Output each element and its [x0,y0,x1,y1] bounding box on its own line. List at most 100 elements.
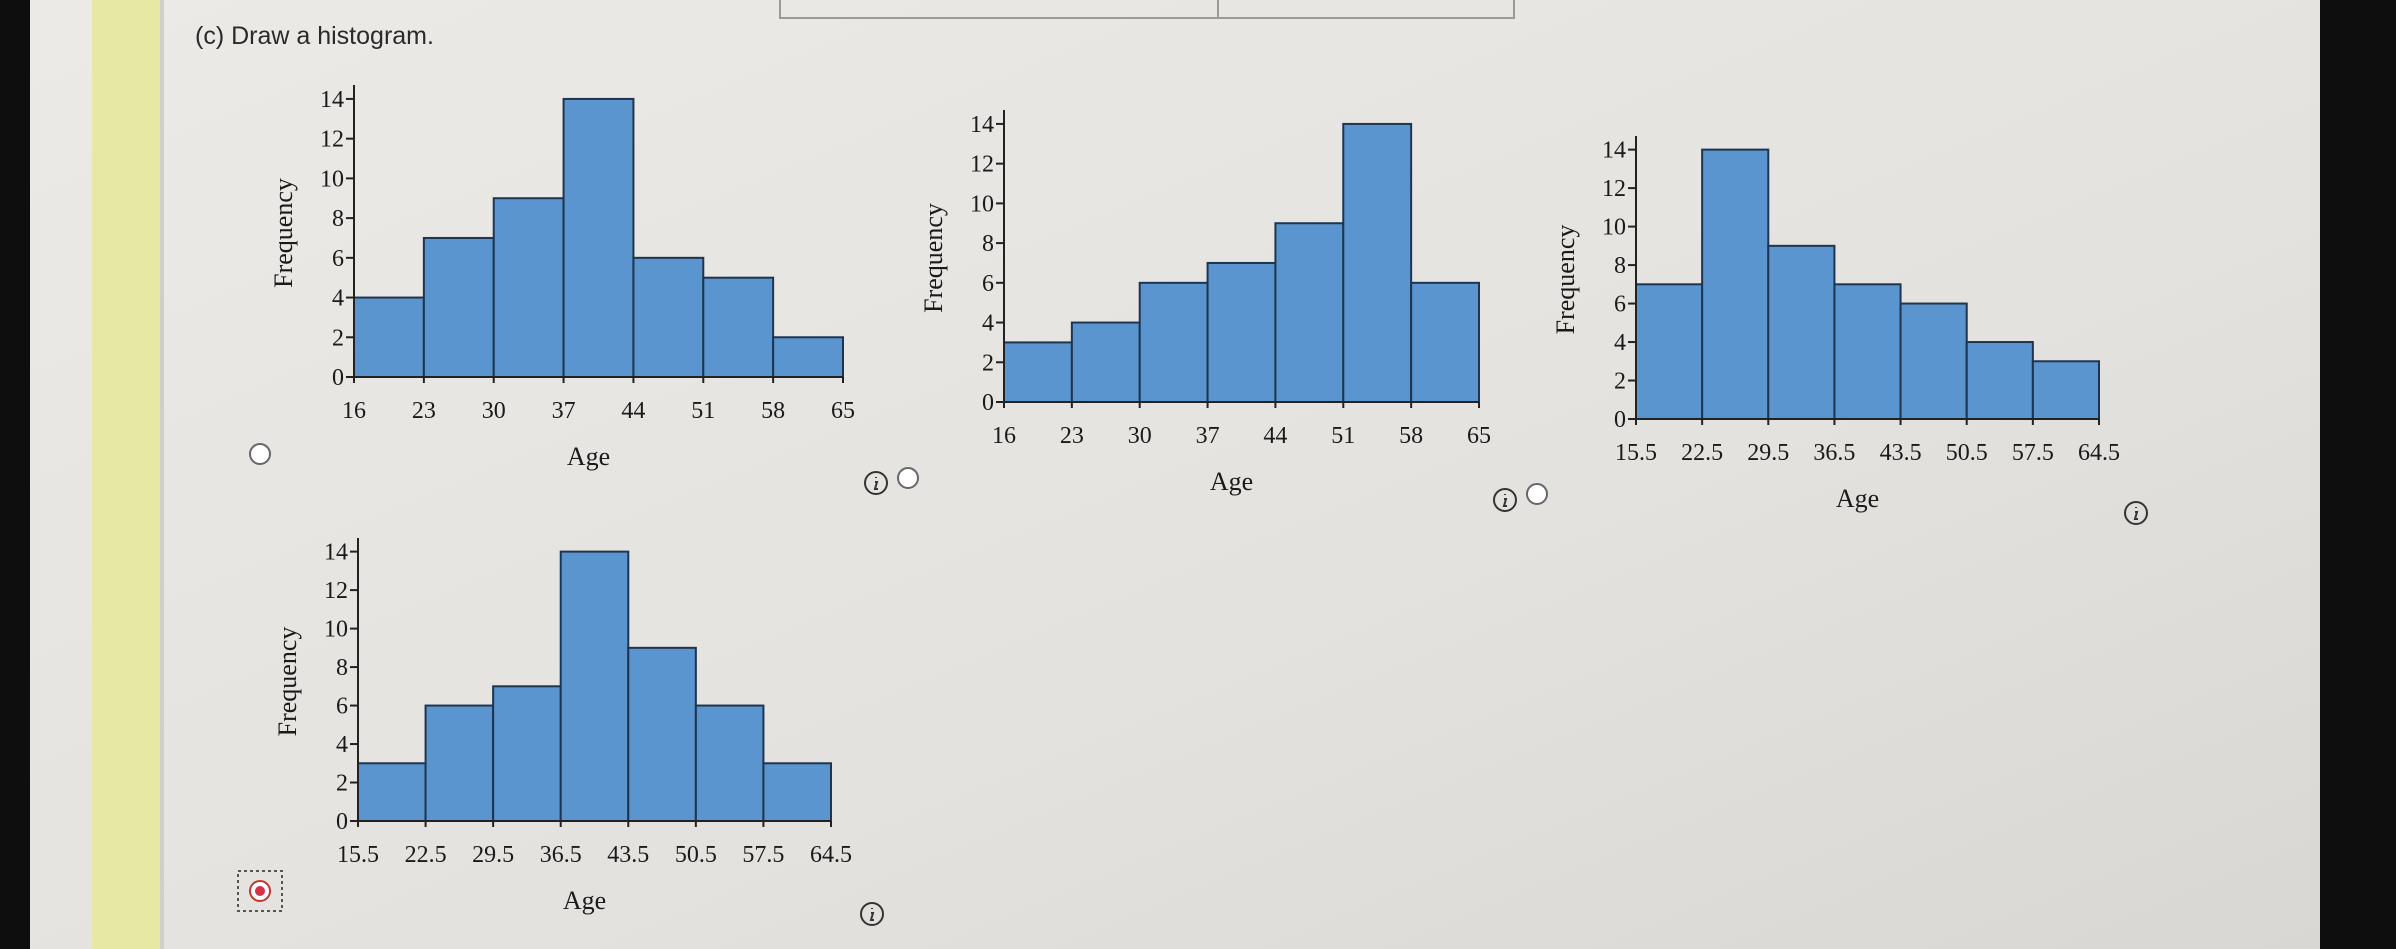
x-tick-label: 64.5 [2078,440,2120,466]
prompt: (c) Draw a histogram. [195,22,434,50]
x-tick-label: 29.5 [1747,440,1789,466]
x-tick-label: 51 [1331,423,1355,449]
x-tick-label: 65 [831,398,855,424]
histogram-bar [1342,122,1413,404]
radio-dot [255,886,265,896]
histogram-bar [1635,283,1704,420]
y-tick-label: 8 [336,655,348,681]
x-tick-label: 30 [1128,423,1152,449]
y-tick-label: 0 [332,365,344,391]
y-tick-label: 2 [1614,369,1626,395]
histogram-bar [1899,302,1968,420]
x-tick-label: 15.5 [1615,440,1657,466]
x-tick-label: 43.5 [607,842,649,868]
radio-button[interactable] [897,467,919,489]
y-axis-title: Frequency [273,627,302,737]
x-tick-label: 37 [1196,423,1220,449]
y-tick-label: 2 [332,325,344,351]
x-tick-label: 58 [761,398,785,424]
y-tick-label: 14 [970,112,994,138]
y-tick-label: 14 [324,540,348,566]
answer-box-edge [779,0,1515,19]
histogram-bar [1965,341,2034,420]
answer-option: 0 2 4 6 8 10 12 14 16 23 30 37 44 51 58 65 Age Frequency [897,110,1517,512]
histogram-bar [1410,281,1480,403]
y-tick-label: 14 [320,87,344,113]
x-tick-label: 58 [1399,423,1423,449]
x-tick-label: 37 [552,398,576,424]
histogram-bar [1833,283,1902,420]
y-tick-label: 4 [336,732,348,758]
histogram-bar [1138,281,1209,403]
x-tick-label: 57.5 [2012,440,2054,466]
y-tick-label: 14 [1602,138,1626,164]
y-tick-label: 6 [336,694,348,720]
x-tick-label: 36.5 [540,842,582,868]
histogram-bar [1206,261,1277,403]
histogram-bar [1274,222,1345,403]
info-icon[interactable] [2124,501,2148,525]
info-icon[interactable] [864,471,888,495]
answer-option: 0 2 4 6 8 10 12 14 16 23 30 37 44 51 58 65 Age Frequency [249,85,888,495]
y-tick-label: 4 [332,286,344,312]
y-tick-label: 12 [970,152,994,178]
histogram-bar [357,762,427,823]
y-tick-label: 4 [1614,330,1626,356]
x-tick-label: 65 [1467,423,1491,449]
histogram-bar [492,685,562,823]
x-tick-label: 23 [412,398,436,424]
radio-button[interactable] [249,443,271,465]
histogram-bar [1003,341,1073,403]
histogram-bar [492,197,565,378]
histogram-bar [562,97,635,379]
x-tick-label: 15.5 [337,842,379,868]
info-glyph [873,477,879,490]
x-axis-title: Age [563,886,606,915]
x-tick-label: 29.5 [472,842,514,868]
x-tick-label: 22.5 [405,842,447,868]
y-tick-label: 6 [332,246,344,272]
y-tick-label: 2 [982,350,994,376]
y-tick-label: 4 [982,311,994,337]
histogram-bar [702,276,775,379]
y-tick-label: 10 [324,617,348,643]
info-icon[interactable] [860,902,884,926]
histogram-bar [627,646,697,822]
y-tick-label: 6 [982,271,994,297]
info-glyph [2133,507,2139,520]
y-tick-label: 8 [982,231,994,257]
y-tick-label: 0 [1614,407,1626,433]
y-tick-label: 2 [336,771,348,797]
y-tick-label: 12 [1602,176,1626,202]
x-tick-label: 36.5 [1813,440,1855,466]
info-icon[interactable] [1493,488,1517,512]
x-tick-label: 16 [342,398,366,424]
x-tick-label: 64.5 [810,842,852,868]
y-tick-label: 12 [320,127,344,153]
x-tick-label: 50.5 [675,842,717,868]
info-glyph [869,908,875,921]
x-tick-label: 44 [621,398,645,424]
x-tick-label: 43.5 [1880,440,1922,466]
x-tick-label: 57.5 [742,842,784,868]
histogram-bar [694,704,765,822]
answer-option: 0 2 4 6 8 10 12 14 15.5 22.5 29.5 36.5 43.5 50.5 57.5 6… [237,538,884,926]
histogram-bar [1701,148,1770,420]
x-axis-title: Age [1836,484,1879,513]
x-tick-label: 44 [1263,423,1287,449]
y-tick-label: 10 [1602,215,1626,241]
histogram-bar [1767,244,1836,420]
y-tick-label: 0 [336,809,348,835]
x-tick-label: 23 [1060,423,1084,449]
y-tick-label: 6 [1614,292,1626,318]
y-tick-label: 8 [1614,253,1626,279]
histogram-bar [422,236,495,378]
y-tick-label: 10 [320,166,344,192]
x-tick-label: 30 [482,398,506,424]
histogram-bar [632,256,705,378]
histogram-bar [772,336,845,378]
y-axis-title: Frequency [1551,225,1580,335]
radio-button[interactable] [1526,483,1548,505]
